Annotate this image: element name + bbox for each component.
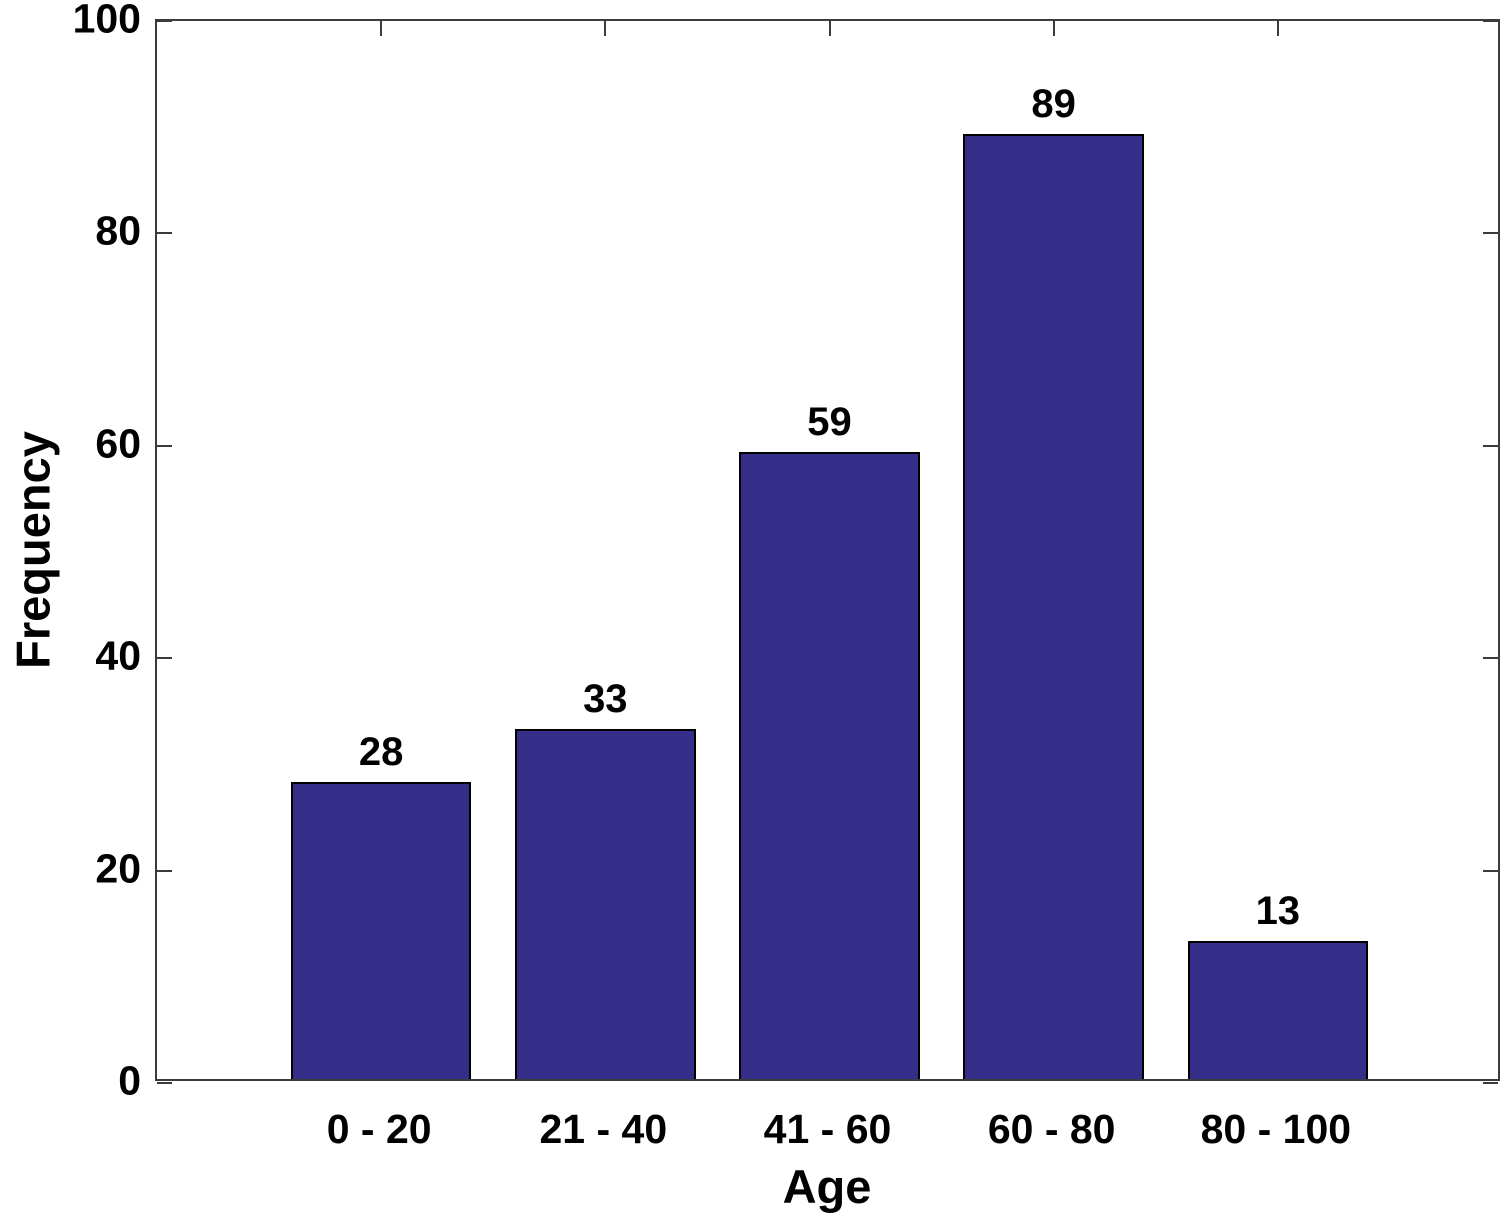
plot-area: 28 33 59 89 13	[155, 17, 1500, 1084]
bar-value-label: 89	[1031, 81, 1076, 126]
x-tick-label: 80 - 100	[1200, 1106, 1352, 1152]
y-axis-tick	[1483, 20, 1498, 22]
y-axis-tick	[157, 232, 172, 235]
x-tick-label: 60 - 80	[987, 1106, 1116, 1152]
y-tick-label: 100	[72, 0, 141, 42]
y-tick-label: 20	[95, 845, 141, 892]
bar	[1187, 940, 1369, 1079]
x-tick-label: 21 - 40	[539, 1106, 668, 1152]
y-tick-label: 60	[95, 420, 141, 467]
bar	[739, 452, 920, 1079]
x-tick-label: 0 - 20	[326, 1106, 432, 1152]
y-axis-tick	[157, 1082, 172, 1084]
x-axis-tick	[380, 21, 383, 36]
bar-value-label: 59	[807, 400, 852, 445]
x-axis-tick	[828, 21, 831, 36]
y-axis-tick	[1483, 444, 1498, 447]
bar-value-label: 33	[583, 676, 628, 721]
bar	[963, 133, 1144, 1079]
x-axis-tick	[1052, 21, 1055, 36]
bar-slot: 33	[515, 17, 696, 1079]
bar	[290, 781, 472, 1079]
x-tick-label: 41 - 60	[763, 1106, 892, 1152]
y-tick-label: 0	[118, 1057, 141, 1104]
y-tick-label: 80	[95, 207, 141, 254]
y-tick-label: 40	[95, 632, 141, 679]
x-axis-tick	[604, 21, 607, 36]
bar-value-label: 28	[358, 729, 404, 774]
x-axis-title: Age	[782, 1160, 872, 1213]
x-axis-tick	[1276, 21, 1279, 36]
bar-slot: 59	[739, 17, 920, 1079]
y-axis-tick	[1483, 657, 1498, 660]
bar	[515, 728, 696, 1079]
bar-value-label: 13	[1255, 888, 1301, 933]
y-axis-tick	[157, 20, 172, 22]
bar-slot: 89	[963, 17, 1144, 1079]
bar-slot: 13	[1187, 17, 1369, 1079]
y-axis-tick	[1483, 1082, 1498, 1084]
bar-slot: 28	[290, 17, 472, 1079]
y-axis-tick-labels: 0 20 40 60 80 100	[0, 0, 141, 1216]
y-axis-tick	[157, 869, 172, 872]
y-axis-tick	[1483, 869, 1498, 872]
y-axis-tick	[1483, 232, 1498, 235]
y-axis-tick	[157, 444, 172, 447]
y-axis-tick	[157, 657, 172, 660]
